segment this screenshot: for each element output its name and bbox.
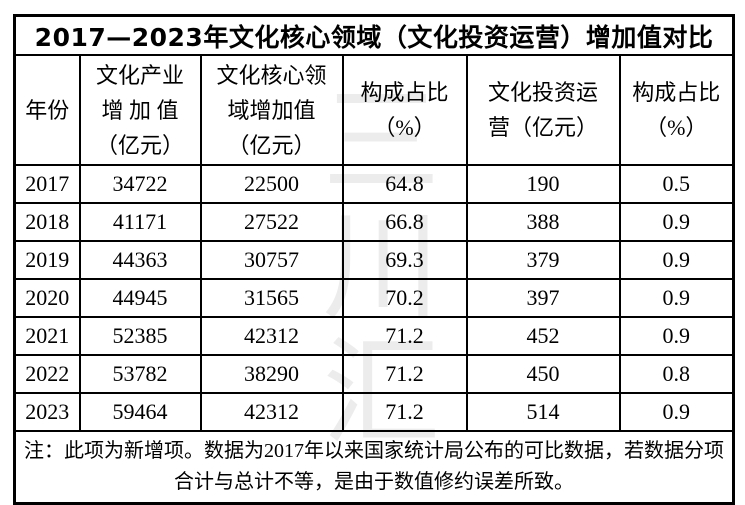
cell-core-share: 71.2 xyxy=(341,354,468,394)
table-row: 2021 52385 42312 71.2 452 0.9 xyxy=(13,316,735,356)
cell-invest-share: 0.9 xyxy=(618,316,735,356)
note-row: 注：此项为新增项。数据为2017年以来国家统计局公布的可比数据，若数据分项合计与… xyxy=(13,430,735,505)
cell-core-value: 30757 xyxy=(199,240,344,280)
cell-invest-share: 0.9 xyxy=(618,392,735,432)
column-header-core-share: 构成占比 （%） xyxy=(341,54,468,166)
column-header-invest-share: 构成占比 （%） xyxy=(618,54,735,166)
table-note: 注：此项为新增项。数据为2017年以来国家统计局公布的可比数据，若数据分项合计与… xyxy=(13,430,735,505)
table-row: 2023 59464 42312 71.2 514 0.9 xyxy=(13,392,735,432)
cell-core-value: 27522 xyxy=(199,202,344,242)
statistics-table: 2017—2023年文化核心领域（文化投资运营）增加值对比 年份 文化产业增 加 … xyxy=(13,14,736,505)
column-header-investment: 文化投资运 营（亿元） xyxy=(465,54,621,166)
table-row: 2020 44945 31565 70.2 397 0.9 xyxy=(13,278,735,318)
cell-year: 2022 xyxy=(13,354,81,394)
table-row: 2018 41171 27522 66.8 388 0.9 xyxy=(13,202,735,242)
cell-invest-share: 0.5 xyxy=(618,164,735,204)
cell-core-value: 31565 xyxy=(199,278,344,318)
cell-invest-share: 0.9 xyxy=(618,278,735,318)
cell-core-share: 71.2 xyxy=(341,316,468,356)
cell-industry-value: 44945 xyxy=(78,278,202,318)
cell-investment: 190 xyxy=(465,164,621,204)
cell-industry-value: 52385 xyxy=(78,316,202,356)
cell-invest-share: 0.9 xyxy=(618,240,735,280)
column-header-core-value: 文化核心领 域增加值 （亿元） xyxy=(199,54,344,166)
cell-year: 2021 xyxy=(13,316,81,356)
cell-year: 2018 xyxy=(13,202,81,242)
cell-investment: 450 xyxy=(465,354,621,394)
cell-investment: 379 xyxy=(465,240,621,280)
table-title: 2017—2023年文化核心领域（文化投资运营）增加值对比 xyxy=(13,14,735,56)
cell-core-share: 71.2 xyxy=(341,392,468,432)
cell-core-share: 69.3 xyxy=(341,240,468,280)
cell-core-value: 42312 xyxy=(199,316,344,356)
cell-industry-value: 34722 xyxy=(78,164,202,204)
cell-year: 2017 xyxy=(13,164,81,204)
cell-core-value: 22500 xyxy=(199,164,344,204)
cell-invest-share: 0.9 xyxy=(618,202,735,242)
cell-core-share: 70.2 xyxy=(341,278,468,318)
cell-core-share: 64.8 xyxy=(341,164,468,204)
cell-core-value: 42312 xyxy=(199,392,344,432)
cell-industry-value: 44363 xyxy=(78,240,202,280)
cell-year: 2019 xyxy=(13,240,81,280)
table-body: 2017 34722 22500 64.8 190 0.5 2018 41171 27522 66… xyxy=(13,164,735,432)
cell-core-value: 38290 xyxy=(199,354,344,394)
cell-investment: 514 xyxy=(465,392,621,432)
cell-year: 2020 xyxy=(13,278,81,318)
title-row: 2017—2023年文化核心领域（文化投资运营）增加值对比 xyxy=(13,14,735,56)
cell-year: 2023 xyxy=(13,392,81,432)
table-row: 2019 44363 30757 69.3 379 0.9 xyxy=(13,240,735,280)
table-row: 2022 53782 38290 71.2 450 0.8 xyxy=(13,354,735,394)
header-row: 年份 文化产业增 加 值（亿元） 文化核心领 域增加值 （亿元） 构成占比 （%） 文化投资运… xyxy=(13,54,735,166)
cell-investment: 397 xyxy=(465,278,621,318)
cell-industry-value: 41171 xyxy=(78,202,202,242)
cell-core-share: 66.8 xyxy=(341,202,468,242)
table-row: 2017 34722 22500 64.8 190 0.5 xyxy=(13,164,735,204)
column-header-industry-value: 文化产业增 加 值（亿元） xyxy=(78,54,202,166)
column-header-year: 年份 xyxy=(13,54,81,166)
cell-invest-share: 0.8 xyxy=(618,354,735,394)
cell-investment: 452 xyxy=(465,316,621,356)
cell-industry-value: 59464 xyxy=(78,392,202,432)
cell-investment: 388 xyxy=(465,202,621,242)
cell-industry-value: 53782 xyxy=(78,354,202,394)
